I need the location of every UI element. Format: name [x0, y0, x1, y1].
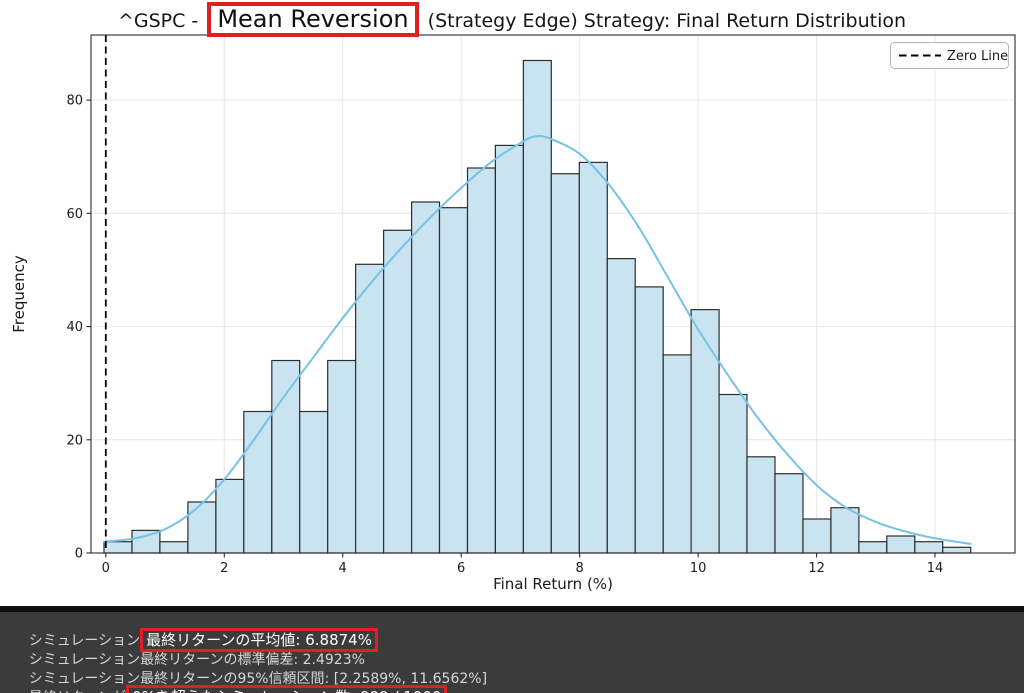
x-tick-label: 10: [690, 561, 707, 576]
x-tick-label: 12: [808, 561, 825, 576]
title-pre: ^GSPC -: [117, 10, 205, 32]
histogram-bar: [690, 309, 720, 554]
stats-panel: シミュレーション 最終リターンの平均値: 6.8874% シミュレーション最終リタ…: [0, 606, 1024, 693]
histogram-bar: [858, 541, 888, 554]
title-highlight-box: Mean Reversion: [207, 2, 419, 38]
x-tick-label: 14: [927, 561, 944, 576]
chart-region: 0 2 4 6 8 10 12 14 0 20 40 60 80 Final Return (%) Freq…: [0, 2, 1024, 593]
histogram-bar: [215, 478, 245, 554]
histogram-bar: [774, 473, 804, 554]
x-tick-label: 2: [220, 561, 228, 576]
y-tick-label: 20: [66, 433, 83, 448]
stats-ci-text: シミュレーション最終リターンの95%信頼区間: [2.2589%, 11.656…: [28, 671, 488, 687]
histogram-bar: [466, 167, 496, 554]
histogram-bar: [438, 207, 469, 554]
histogram-bar: [411, 201, 441, 554]
histogram-bar: [271, 359, 301, 554]
stats-mean-prefix: シミュレーション: [28, 633, 141, 649]
histogram-bar: [802, 518, 832, 554]
histogram-bar: [494, 144, 524, 554]
x-tick-label: 4: [339, 561, 347, 576]
histogram-bar: [746, 456, 776, 554]
chart-title: ^GSPC - Mean Reversion (Strategy Edge) S…: [0, 2, 1024, 38]
histogram-bar: [187, 501, 217, 554]
plot-border: [90, 34, 1016, 554]
stats-line-stddev: シミュレーション最終リターンの標準偏差: 2.4923%: [2, 633, 365, 685]
y-axis-label: Frequency: [10, 255, 28, 333]
histogram-bar: [830, 507, 860, 554]
histogram-plot: 0 2 4 6 8 10 12 14 0 20 40 60 80 Final Return (%) Freq…: [10, 34, 1016, 593]
stats-stddev-text: シミュレーション最終リターンの標準偏差: 2.4923%: [28, 652, 365, 668]
histogram-bar: [578, 161, 608, 554]
x-axis-label: Final Return (%): [493, 575, 613, 593]
stats-line-mean: シミュレーション 最終リターンの平均値: 6.8874%: [2, 613, 378, 666]
x-tick-label: 6: [457, 561, 465, 576]
y-tick-label: 60: [66, 207, 83, 222]
histogram-bar: [550, 173, 580, 554]
stats-positive-prefix: 最終リターンが: [29, 690, 126, 693]
histogram-bar: [522, 59, 552, 554]
histogram-bar: [914, 541, 944, 554]
stats-line-positive-count: 最終リターンが0%を超えたシミュレーション数: 999 / 1000: [2, 670, 448, 693]
histogram-bar: [606, 258, 636, 554]
histogram-bar: [662, 354, 692, 554]
legend-label: Zero Line: [947, 49, 1008, 64]
y-tick-label: 40: [66, 320, 83, 335]
histogram-bar: [942, 546, 972, 554]
legend-box: [890, 42, 1009, 69]
x-tick-label: 0: [102, 561, 110, 576]
histogram-bar: [299, 410, 329, 554]
y-tick-label: 0: [75, 547, 83, 562]
histogram-bar: [327, 359, 357, 554]
kde-curve: [103, 134, 972, 545]
histogram-bar: [355, 263, 385, 554]
histogram-bar: [103, 541, 133, 554]
title-post: (Strategy Edge) Strategy: Final Return D…: [421, 10, 907, 32]
stats-mean-highlight-box: 最終リターンの平均値: 6.8874%: [140, 628, 378, 652]
stats-line-confidence-interval: シミュレーション最終リターンの95%信頼区間: [2.2589%, 11.656…: [2, 652, 487, 693]
histogram-bar: [718, 393, 748, 554]
x-tick-label: 8: [576, 561, 584, 576]
histogram-bar: [159, 541, 189, 554]
histogram-bar: [886, 535, 916, 554]
histogram-bar: [634, 286, 664, 554]
stats-positive-highlight-box: 0%を超えたシミュレーション数: 999 / 1000: [126, 685, 448, 693]
y-tick-label: 80: [66, 94, 83, 109]
histogram-bar: [383, 229, 413, 554]
